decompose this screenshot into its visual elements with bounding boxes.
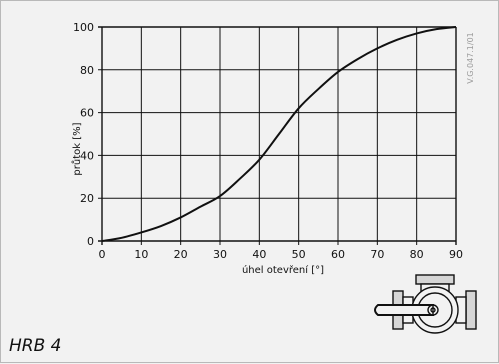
x-tick-label: 40 — [252, 248, 266, 261]
model-label: HRB 4 — [9, 336, 62, 356]
y-tick-label: 20 — [80, 192, 94, 205]
x-tick-label: 90 — [449, 248, 463, 261]
drawing-code: V.G.047.1/01 — [466, 32, 475, 84]
x-tick-label: 50 — [292, 248, 306, 261]
x-axis-label: úhel otevření [°] — [242, 264, 324, 276]
x-tick-label: 10 — [134, 248, 148, 261]
y-tick-label: 100 — [73, 21, 94, 34]
valve-illustration — [374, 274, 477, 334]
x-tick-label: 20 — [174, 248, 188, 261]
y-tick-label: 0 — [87, 235, 94, 248]
x-tick-label: 60 — [331, 248, 345, 261]
y-axis-label: průtok [%] — [71, 122, 83, 175]
x-tick-label: 70 — [370, 248, 384, 261]
y-tick-label: 80 — [80, 64, 94, 77]
grid — [98, 26, 457, 245]
x-tick-label: 30 — [213, 248, 227, 261]
x-tick-label: 80 — [410, 248, 424, 261]
y-tick-label: 40 — [80, 149, 94, 162]
tick-labels: 0 10 20 30 40 50 60 70 80 90 0 20 40 60 80 100 — [73, 21, 463, 261]
x-tick-label: 0 — [99, 248, 106, 261]
y-tick-label: 60 — [80, 107, 94, 120]
flow-curve — [101, 26, 457, 242]
